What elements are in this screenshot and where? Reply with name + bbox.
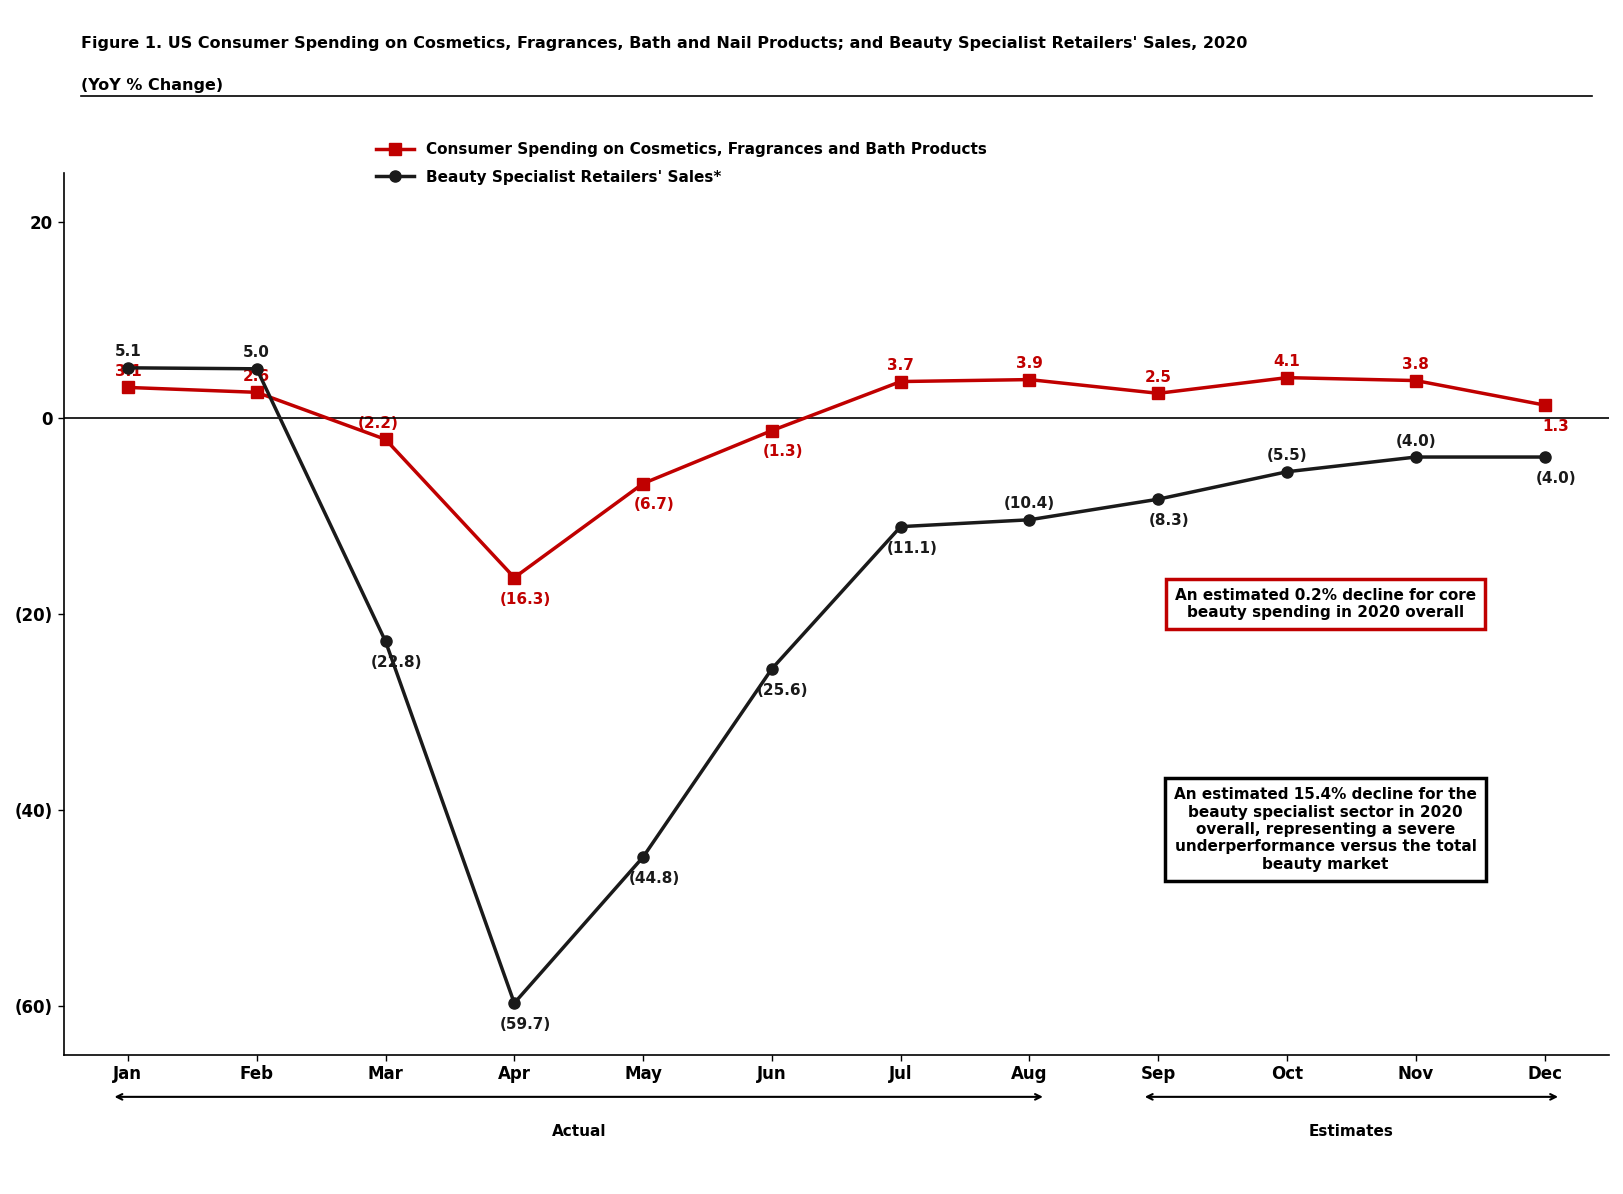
Text: An estimated 0.2% decline for core
beauty spending in 2020 overall: An estimated 0.2% decline for core beaut… [1175, 587, 1475, 621]
Text: An estimated 15.4% decline for the
beauty specialist sector in 2020
overall, rep: An estimated 15.4% decline for the beaut… [1173, 787, 1477, 872]
Text: 4.1: 4.1 [1272, 355, 1300, 369]
Text: 3.7: 3.7 [886, 358, 914, 374]
Text: (8.3): (8.3) [1149, 513, 1190, 528]
Text: (6.7): (6.7) [633, 498, 674, 512]
Text: 3.9: 3.9 [1016, 356, 1042, 371]
Text: 3.8: 3.8 [1402, 357, 1428, 373]
Text: (16.3): (16.3) [500, 591, 550, 607]
Text: (2.2): (2.2) [359, 416, 399, 431]
Text: 5.0: 5.0 [243, 345, 269, 361]
Legend: Consumer Spending on Cosmetics, Fragrances and Bath Products, Beauty Specialist : Consumer Spending on Cosmetics, Fragranc… [370, 136, 993, 191]
Text: (5.5): (5.5) [1266, 449, 1307, 463]
Text: (1.3): (1.3) [763, 444, 803, 460]
Text: (44.8): (44.8) [628, 870, 680, 886]
Text: (4.0): (4.0) [1394, 433, 1435, 449]
Text: (10.4): (10.4) [1003, 497, 1055, 511]
Text: (11.1): (11.1) [886, 541, 936, 555]
Text: (YoY % Change): (YoY % Change) [81, 78, 224, 93]
Text: 2.5: 2.5 [1144, 370, 1172, 384]
Text: (22.8): (22.8) [370, 656, 422, 670]
Text: 5.1: 5.1 [115, 345, 141, 359]
Text: 2.6: 2.6 [243, 369, 269, 384]
Text: (4.0): (4.0) [1534, 470, 1574, 486]
Text: Estimates: Estimates [1308, 1125, 1393, 1139]
Text: 1.3: 1.3 [1542, 419, 1568, 433]
Text: (59.7): (59.7) [500, 1017, 550, 1032]
Text: Figure 1. US Consumer Spending on Cosmetics, Fragrances, Bath and Nail Products;: Figure 1. US Consumer Spending on Cosmet… [81, 36, 1246, 51]
Text: 3.1: 3.1 [115, 364, 141, 380]
Text: Actual: Actual [552, 1125, 605, 1139]
Text: (25.6): (25.6) [756, 683, 808, 697]
